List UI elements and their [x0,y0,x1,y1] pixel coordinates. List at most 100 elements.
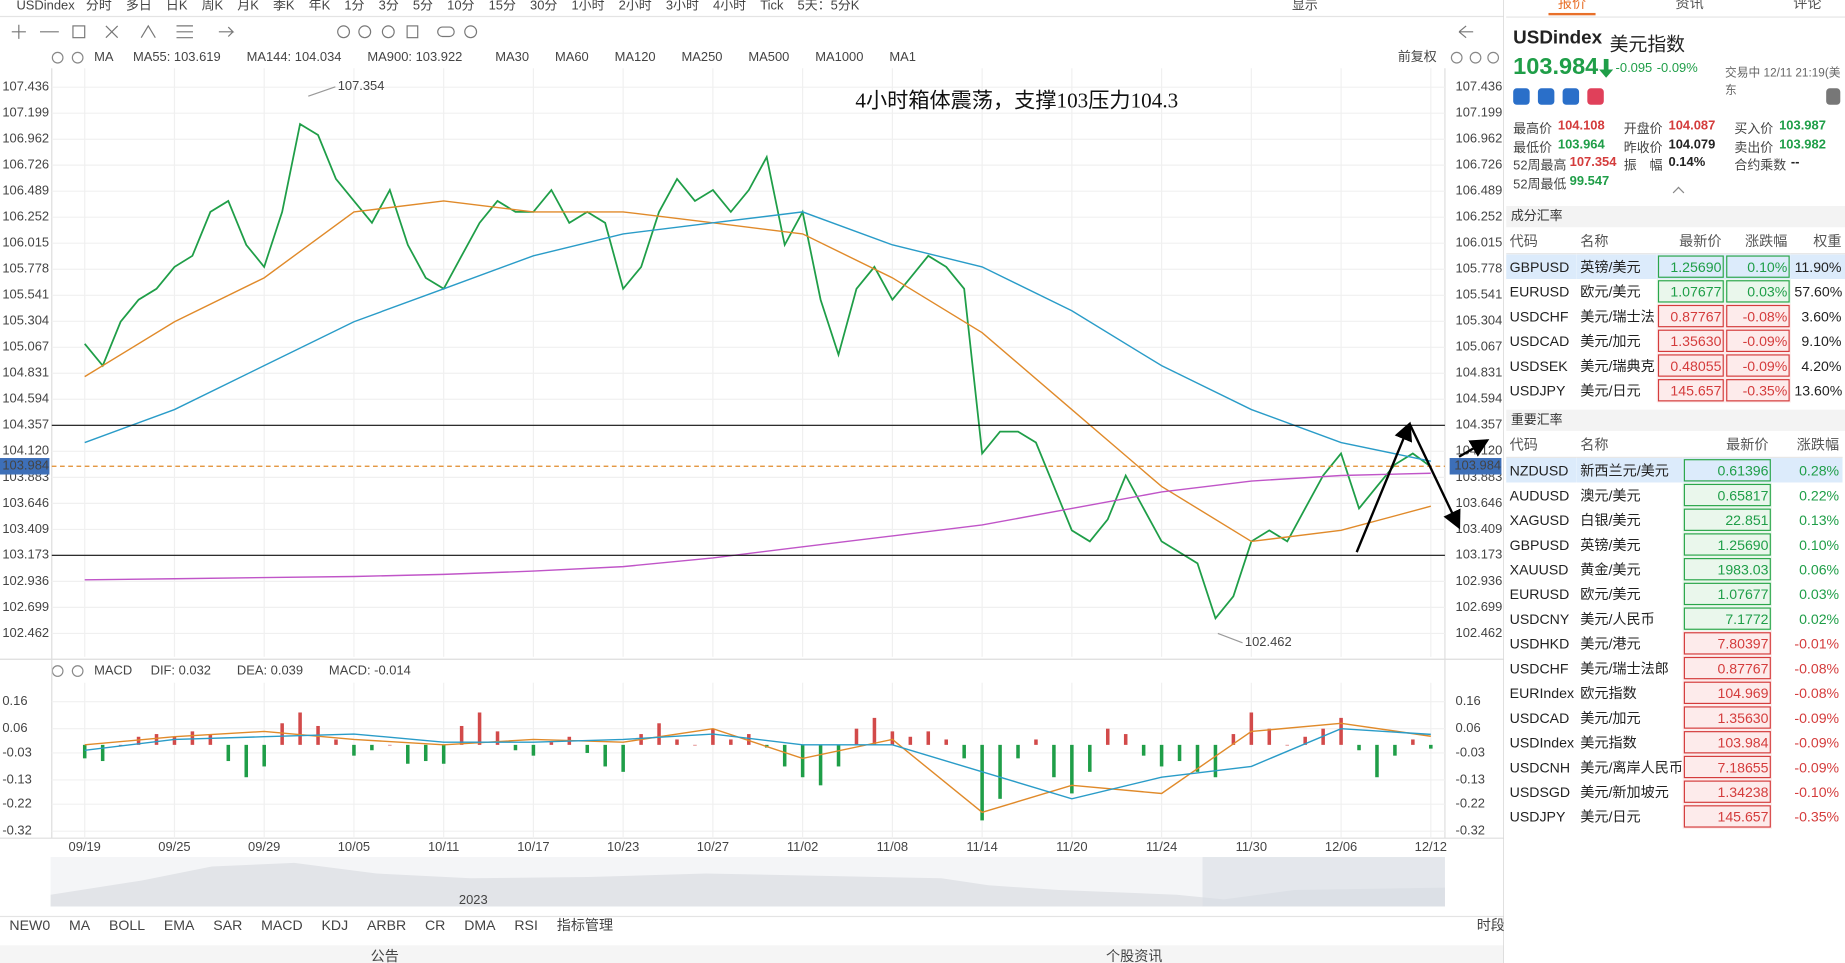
indicator-tab[interactable]: MA [69,917,91,933]
period-button[interactable]: Tick [760,0,784,12]
cell: 0.48055 [1656,353,1725,378]
x-tick-label: 10/27 [697,839,729,854]
triangle-tool-icon [140,24,156,38]
column-header[interactable]: 涨跌幅 [1772,432,1843,458]
action-icon[interactable] [1562,88,1580,105]
column-header[interactable]: 代码 [1506,228,1577,255]
table-row[interactable]: EURIndex 欧元指数 104.969 -0.08% [1506,680,1843,706]
indicator-tab[interactable]: EMA [164,917,195,933]
legend-entry-inactive[interactable]: MA1 [889,49,916,64]
table-row[interactable]: GBPUSD 英镑/美元 1.25690 0.10% [1506,532,1843,557]
indicator-tab[interactable]: ARBR [367,917,406,933]
legend-entry-inactive[interactable]: MA120 [615,49,656,64]
stat-value: 99.547 [1569,173,1610,188]
table-row[interactable]: AUDUSD 澳元/美元 0.65817 0.22% [1506,482,1843,508]
legend-entry-inactive[interactable]: MA500 [748,49,789,64]
period-button[interactable]: 周K [202,0,224,12]
y-tick-label: 0.16 [2,693,27,708]
table-row[interactable]: NZDUSD 新西兰元/美元 0.61396 0.28% [1506,457,1843,483]
column-header[interactable]: 名称 [1576,432,1683,458]
price: 103.984 [1513,54,1599,81]
table-row[interactable]: EURUSD 欧元/美元 1.07677 0.03% [1506,581,1843,607]
period-button[interactable]: 月K [237,0,259,12]
indicator-tab[interactable]: RSI [514,917,538,933]
collapse-caret[interactable] [1672,186,1685,199]
macd-bar [1231,734,1236,745]
panel-tab[interactable]: 报价 [1548,0,1596,16]
action-icon[interactable] [1513,88,1530,105]
column-header[interactable]: 最新价 [1656,228,1725,255]
y-tick-label: 106.489 [1456,183,1503,198]
period-button[interactable]: 3分 [379,0,399,12]
symbol-tab[interactable]: USDindex [16,0,75,12]
panel-tab[interactable]: 评论 [1793,0,1822,12]
indicator-tab[interactable]: CR [425,917,445,933]
action-icon[interactable] [1587,88,1604,105]
period-button[interactable]: 分时 [86,0,112,12]
indicator-tab[interactable]: MACD [261,917,303,933]
period-button[interactable]: 5天：5分K [798,0,860,12]
indicator-tab[interactable]: DMA [464,917,496,933]
table-row[interactable]: USDCHF 美元/瑞士法郎 0.87767 -0.08% [1506,655,1843,681]
table-row[interactable]: USDCAD 美元/加元 1.35630 -0.09% [1506,705,1843,730]
column-header[interactable]: 代码 [1506,432,1577,458]
period-button[interactable]: 3小时 [666,0,699,12]
table-row[interactable]: USDSEK 美元/瑞典克 0.48055 -0.09% 4.20% [1506,353,1845,378]
macd-bar [1429,744,1433,749]
period-button[interactable]: 30分 [530,0,557,12]
indicator-tab[interactable]: BOLL [109,917,145,933]
table-row[interactable]: USDJPY 美元/日元 145.657 -0.35% [1506,804,1843,829]
table-row[interactable]: USDSGD 美元/新加坡元 1.34238 -0.10% [1506,779,1843,805]
period-tab[interactable]: 时段 [1477,917,1504,933]
period-button[interactable]: 10分 [447,0,474,12]
period-button[interactable]: 多日 [126,0,152,12]
panel-tab[interactable]: 资讯 [1675,0,1704,12]
adjust-button[interactable]: 前复权 [1398,49,1437,64]
legend-entry-inactive[interactable]: MA30 [495,49,529,64]
table-row[interactable]: USDCAD 美元/加元 1.35630 -0.09% 9.10% [1506,328,1845,354]
indicator-tab[interactable]: NEW0 [9,917,50,933]
table-row[interactable]: USDIndex 美元指数 103.984 -0.09% [1506,729,1843,755]
indicator-tab[interactable]: SAR [213,917,242,933]
display-button[interactable]: 显示 [1292,0,1318,12]
period-button[interactable]: 1分 [344,0,364,12]
table-row[interactable]: USDJPY 美元/日元 145.657 -0.35% 13.60% [1506,377,1845,403]
period-button[interactable]: 1小时 [571,0,604,12]
table-row[interactable]: USDCHF 美元/瑞士法 0.87767 -0.08% 3.60% [1506,303,1845,329]
indicator-tab[interactable]: 指标管理 [557,917,613,933]
indicator-tab[interactable]: KDJ [321,917,348,933]
delete-tool-icon [406,25,419,39]
table-row[interactable]: EURUSD 欧元/美元 1.07677 0.03% 57.60% [1506,279,1845,304]
table-row[interactable]: USDHKD 美元/港元 7.80397 -0.01% [1506,631,1843,656]
stat-value: 107.354 [1569,155,1617,170]
footer-tab[interactable]: 个股资讯 [1106,948,1162,963]
legend-entry-inactive[interactable]: MA250 [682,49,723,64]
column-header[interactable]: 最新价 [1682,432,1773,458]
x-tick-label: 09/25 [158,839,190,854]
period-button[interactable]: 4小时 [713,0,746,12]
table-row[interactable]: USDCNH 美元/离岸人民币 7.18655 -0.09% [1506,754,1843,780]
table-row[interactable]: USDCNY 美元/人民币 7.1772 0.02% [1506,606,1843,632]
table-row[interactable]: GBPUSD 英镑/美元 1.25690 0.10% 11.90% [1506,253,1845,280]
close-icon [71,665,84,677]
indicator-name[interactable]: MA [94,49,114,64]
period-button[interactable]: 2小时 [619,0,652,12]
action-icon[interactable] [1537,88,1555,105]
bell-icon[interactable] [1826,88,1841,105]
period-button[interactable]: 15分 [489,0,516,12]
macd-bar [1303,736,1307,745]
period-button[interactable]: 5分 [413,0,433,12]
column-header[interactable]: 权重 [1790,228,1845,255]
table-row[interactable]: XAUUSD 黄金/美元 1983.03 0.06% [1506,556,1843,582]
column-header[interactable]: 名称 [1576,228,1657,255]
table-row[interactable]: XAGUSD 白银/美元 22.851 0.13% [1506,507,1843,533]
period-button[interactable]: 季K [273,0,295,12]
indicator-name[interactable]: MACD [94,662,132,677]
footer-tab[interactable]: 公告 [371,948,399,963]
legend-entry-inactive[interactable]: MA60 [555,49,589,64]
legend-entry-inactive[interactable]: MA1000 [815,49,863,64]
period-button[interactable]: 日K [166,0,188,12]
period-button[interactable]: 年K [309,0,331,12]
trend-arrow [1458,439,1490,458]
column-header[interactable]: 涨跌幅 [1724,228,1791,255]
